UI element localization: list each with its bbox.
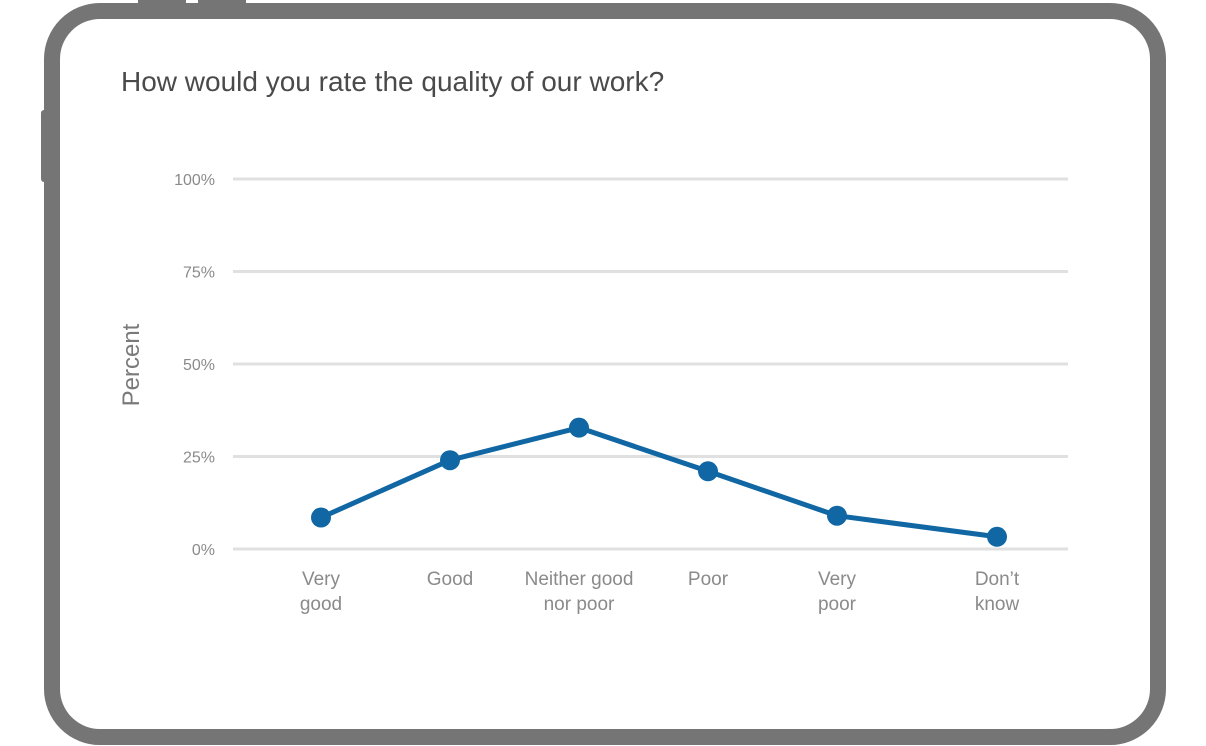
chart-title: How would you rate the quality of our wo… — [121, 66, 665, 97]
data-point — [569, 417, 589, 438]
x-tick-label: Very poor — [818, 569, 857, 615]
x-tick-label: Neither good nor poor — [525, 569, 634, 615]
y-tick-label: 25% — [183, 450, 215, 467]
data-point — [827, 505, 847, 526]
gridlines — [233, 177, 1068, 551]
y-tick-label: 50% — [183, 357, 215, 374]
x-tick-labels: Very good Good Neither good nor poor Poor Very… — [300, 569, 1020, 615]
y-tick-label: 100% — [174, 172, 215, 189]
data-points — [311, 417, 1007, 547]
y-tick-labels: 0% 25% 50% 75% 100% — [174, 172, 215, 559]
device-frame — [44, 3, 1166, 745]
data-point — [698, 461, 718, 482]
x-tick-label: Good — [427, 569, 473, 590]
x-tick-label: Very good — [300, 569, 342, 615]
x-tick-label: Poor — [688, 569, 729, 590]
data-point — [311, 507, 331, 528]
series-line — [318, 425, 1000, 540]
data-point — [987, 526, 1007, 547]
data-point — [440, 450, 460, 471]
y-axis-label: Percent — [118, 323, 145, 406]
y-tick-label: 0% — [192, 542, 215, 559]
x-tick-label: Don’t know — [975, 569, 1020, 615]
y-tick-label: 75% — [183, 265, 215, 282]
